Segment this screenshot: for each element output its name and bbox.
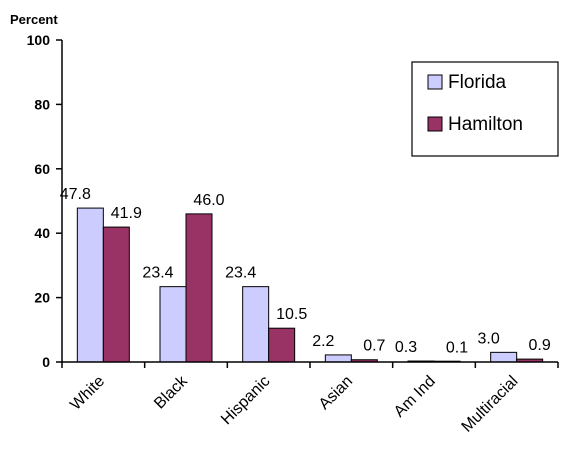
x-tick-label: Multiracial xyxy=(459,373,522,436)
legend-label-hamilton: Hamilton xyxy=(448,114,523,135)
bar-florida-asian xyxy=(324,354,352,363)
y-tick-label: 60 xyxy=(34,161,50,177)
x-tick-label: Asian xyxy=(316,373,356,413)
legend-swatch-hamilton xyxy=(427,116,443,132)
data-label-florida: 2.2 xyxy=(312,333,334,350)
bar-hamilton-black xyxy=(185,213,213,363)
data-label-hamilton: 10.5 xyxy=(276,306,307,323)
bar-florida-hispanic xyxy=(242,286,270,363)
x-tick-label: Black xyxy=(151,372,191,412)
bar-hamilton-white xyxy=(102,226,130,363)
data-label-hamilton: 0.7 xyxy=(363,338,385,355)
bar-florida-white xyxy=(76,207,104,363)
legend: Florida Hamilton xyxy=(411,61,559,157)
y-tick-label: 100 xyxy=(27,32,51,48)
data-label-florida: 23.4 xyxy=(225,265,256,282)
bar-florida-multiracial xyxy=(490,351,518,363)
bar-hamilton-hispanic xyxy=(268,327,296,363)
legend-swatch-florida xyxy=(427,74,443,90)
y-tick-label: 80 xyxy=(34,96,50,112)
y-axis-ticks: 0 20 40 60 80 100 xyxy=(27,32,62,370)
x-axis-ticks: White Black Hispanic Asian Am Ind Multiracial xyxy=(61,362,559,436)
legend-label-florida: Florida xyxy=(448,72,507,93)
data-label-florida: 23.4 xyxy=(142,265,173,282)
y-tick-label: 0 xyxy=(42,354,50,370)
data-label-hamilton: 41.9 xyxy=(111,205,142,222)
y-tick-label: 40 xyxy=(34,225,50,241)
data-label-florida: 0.3 xyxy=(395,339,417,356)
x-tick-label: Hispanic xyxy=(218,373,273,428)
y-axis-label: Percent xyxy=(10,12,58,27)
data-label-hamilton: 0.1 xyxy=(446,340,468,357)
x-tick-label: Am Ind xyxy=(391,373,439,421)
y-tick-label: 20 xyxy=(34,290,50,306)
data-label-florida: 3.0 xyxy=(478,330,500,347)
bars xyxy=(76,207,544,363)
data-label-florida: 47.8 xyxy=(60,186,91,203)
data-labels: 47.8 41.9 23.4 46.0 23.4 10.5 2.2 0.7 0.3 0.1 3.0 0… xyxy=(60,186,551,357)
x-tick-label: White xyxy=(67,373,108,414)
data-label-hamilton: 0.9 xyxy=(529,337,551,354)
bar-florida-black xyxy=(159,286,187,363)
data-label-hamilton: 46.0 xyxy=(193,192,224,209)
